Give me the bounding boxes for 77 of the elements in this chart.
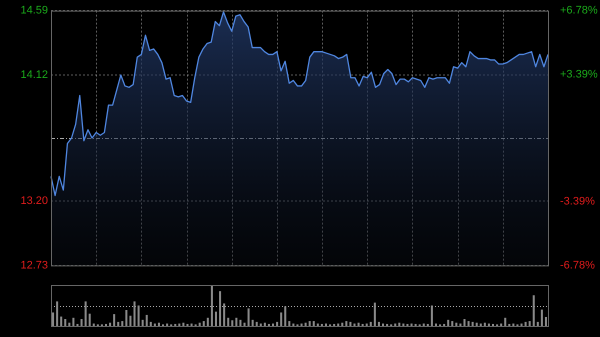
bar (146, 314, 148, 326)
bar (304, 322, 307, 326)
bar (308, 321, 311, 326)
bar (256, 322, 258, 326)
bar (109, 322, 112, 326)
bar (284, 306, 286, 326)
bar (504, 318, 506, 326)
bar (239, 320, 242, 326)
bar (219, 291, 222, 326)
bar (463, 319, 466, 326)
bar (341, 322, 344, 326)
bar (133, 301, 136, 326)
bar (451, 321, 454, 326)
bar (349, 322, 352, 326)
bar (264, 322, 266, 326)
bar (378, 322, 380, 326)
y-tick-label: 14.59 (20, 4, 48, 17)
bar (248, 308, 250, 326)
bar (223, 303, 226, 326)
bar (455, 322, 458, 326)
bar (227, 318, 230, 326)
y2-tick-label: -6.78% (560, 259, 596, 272)
bar (150, 322, 152, 326)
bar (80, 319, 83, 326)
bar (113, 314, 116, 326)
bar (56, 301, 58, 326)
bar (64, 319, 66, 326)
bar (231, 320, 234, 326)
bar (198, 322, 201, 326)
bar (447, 320, 450, 326)
y2-tick-label: -3.39% (560, 196, 596, 208)
bar (243, 322, 246, 326)
bar (468, 321, 470, 326)
bar (52, 312, 54, 326)
bar (72, 318, 74, 326)
bar (142, 320, 144, 326)
bar (121, 321, 124, 326)
y-tick-label: 14.12 (20, 69, 48, 82)
bar (202, 321, 205, 326)
bar (540, 310, 543, 326)
bar (430, 306, 433, 326)
bar (138, 306, 140, 326)
bar (288, 321, 290, 326)
bar (374, 302, 376, 326)
bar (472, 322, 474, 326)
bar (532, 295, 535, 326)
bar (84, 301, 87, 326)
bar (129, 316, 132, 326)
bar (370, 322, 372, 326)
bar (252, 320, 254, 326)
bar (476, 322, 478, 326)
bar (528, 321, 531, 326)
bar (312, 321, 315, 326)
bar (68, 322, 70, 326)
bar (358, 322, 360, 326)
bar (484, 322, 486, 326)
bar (524, 322, 527, 326)
bar (276, 322, 278, 326)
bar (182, 322, 184, 326)
bar (210, 285, 213, 326)
bar (345, 321, 348, 326)
bar (544, 316, 547, 326)
bar (88, 314, 91, 326)
bar (536, 322, 539, 326)
bar (398, 322, 400, 326)
bar (280, 312, 282, 326)
bar (206, 318, 209, 326)
y2-tick-label: +6.78% (560, 4, 598, 17)
bar (158, 322, 160, 326)
y-tick-label: 12.73 (20, 259, 48, 272)
bar (235, 318, 238, 326)
bar (125, 310, 128, 326)
y2-tick-label: +3.39% (560, 68, 598, 80)
bar (214, 312, 218, 326)
bar (117, 322, 120, 326)
bar (60, 316, 62, 326)
y-tick-label: 13.20 (20, 195, 48, 208)
